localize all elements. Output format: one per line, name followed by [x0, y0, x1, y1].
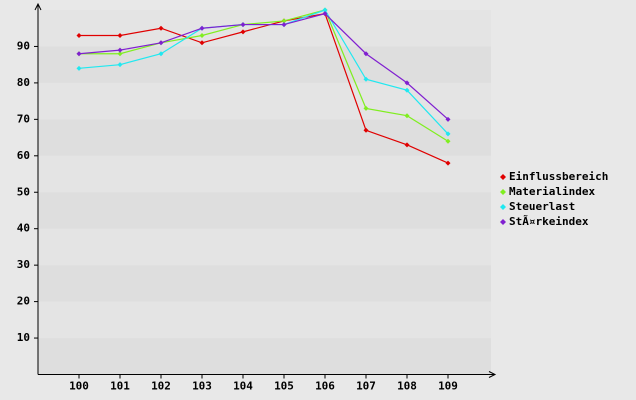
x-axis-arrow [488, 371, 497, 378]
point [363, 51, 369, 57]
point [445, 131, 451, 137]
point [404, 87, 410, 93]
point [322, 11, 328, 17]
x-tick-label: 107 [356, 380, 376, 393]
point [199, 25, 205, 31]
series-line [78, 12, 449, 120]
point [240, 29, 246, 35]
point [117, 51, 123, 57]
point [199, 33, 205, 39]
x-tick-label: 103 [192, 380, 212, 393]
series-line [79, 12, 449, 164]
point [404, 113, 410, 119]
band [38, 10, 491, 47]
legend-label: Materialindex [509, 185, 595, 198]
point [445, 160, 451, 166]
point [445, 138, 451, 144]
legend-marker [500, 204, 506, 210]
band [38, 192, 491, 229]
point [199, 40, 205, 46]
band [38, 301, 491, 339]
point [76, 33, 82, 39]
point [240, 22, 246, 28]
legend-marker [500, 189, 506, 195]
point [281, 22, 287, 28]
x-tick-label: 105 [274, 380, 294, 393]
point [404, 142, 410, 148]
band [38, 338, 491, 375]
y-tick-label: 50 [17, 185, 30, 198]
y-tick-label: 20 [17, 295, 30, 308]
x-tick-label: 106 [315, 380, 335, 393]
legend-marker [500, 174, 506, 180]
y-tick-label: 90 [17, 39, 30, 52]
point [445, 116, 451, 122]
legend-label: Steuerlast [509, 200, 575, 213]
y-tick-label: 30 [17, 258, 30, 271]
legend-marker [500, 219, 506, 225]
legend-label: StÃ¤rkeindex [509, 215, 589, 228]
point [117, 33, 123, 39]
band [38, 155, 491, 193]
legend-label: Einflussbereich [509, 170, 608, 183]
x-tick-label: 101 [110, 380, 130, 393]
band [38, 265, 491, 302]
y-tick-label: 10 [17, 331, 30, 344]
y-tick-label: 60 [17, 149, 30, 162]
point [404, 80, 410, 86]
series-line [79, 9, 449, 142]
y-tick-label: 80 [17, 76, 30, 89]
x-tick-label: 100 [69, 380, 89, 393]
x-tick-label: 109 [438, 380, 458, 393]
point [158, 25, 164, 31]
x-tick-label: 108 [397, 380, 417, 393]
point [117, 47, 123, 53]
point [158, 51, 164, 57]
point [281, 18, 287, 24]
point [76, 51, 82, 57]
y-tick-label: 70 [17, 112, 30, 125]
point [363, 127, 369, 133]
point [158, 40, 164, 46]
x-tick-label: 104 [233, 380, 253, 393]
y-tick-label: 40 [17, 222, 30, 235]
point [363, 105, 369, 111]
point [117, 62, 123, 68]
point [322, 7, 328, 13]
point [363, 76, 369, 82]
y-axis-arrow [34, 2, 42, 11]
band [38, 119, 491, 156]
x-tick-label: 102 [151, 380, 171, 393]
point [76, 65, 82, 71]
band [38, 82, 491, 120]
band [38, 228, 491, 266]
